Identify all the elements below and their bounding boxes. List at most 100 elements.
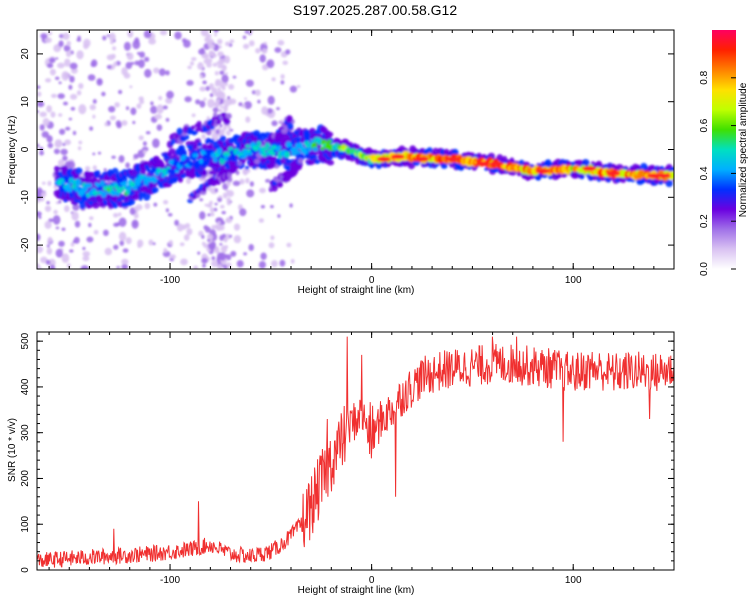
heatmap-cell <box>440 163 448 169</box>
heatmap-cell <box>126 52 134 61</box>
heatmap-cell <box>223 55 231 64</box>
heatmap-cell <box>69 249 74 253</box>
heatmap-cell <box>47 236 53 243</box>
heatmap-cell <box>255 48 261 54</box>
heatmap-cell <box>54 165 61 172</box>
heatmap-cell <box>46 135 53 143</box>
heatmap-cell <box>271 77 276 82</box>
heatmap-cell <box>199 74 204 79</box>
heatmap-cell <box>93 229 99 235</box>
heatmap-cell <box>201 169 208 177</box>
heatmap-cell <box>77 146 82 151</box>
heatmap-cell <box>218 196 222 199</box>
heatmap-cell <box>132 185 138 191</box>
heatmap-cell <box>53 148 60 155</box>
heatmap-cell <box>232 180 241 186</box>
snr-panel: -100 0 100 0 100 200 300 400 500 Height of stra… <box>7 331 675 596</box>
heatmap-cell <box>86 236 94 243</box>
heatmap-cell <box>66 40 71 47</box>
heatmap-cell <box>225 189 229 192</box>
heatmap-cell <box>239 208 247 217</box>
heatmap-cell <box>70 242 75 247</box>
heatmap-cell <box>63 101 68 106</box>
heatmap-cell <box>302 149 309 155</box>
heatmap-cell <box>82 246 86 251</box>
heatmap-cell <box>151 186 159 193</box>
heatmap-cell <box>212 157 218 163</box>
heatmap-cell <box>115 120 122 127</box>
heatmap-cell <box>197 142 203 147</box>
heatmap-cell <box>168 240 173 246</box>
heatmap-cell <box>168 159 175 165</box>
heatmap-cell <box>271 142 276 146</box>
heatmap-cell <box>37 233 41 241</box>
heatmap-cell <box>243 43 250 50</box>
heatmap-cell <box>207 143 215 151</box>
heatmap-peak <box>475 161 490 167</box>
heatmap-cell <box>167 213 173 217</box>
heatmap-cell <box>218 108 223 113</box>
heatmap-cell <box>69 62 78 70</box>
heatmap-cell <box>670 171 674 179</box>
heatmap-cell <box>158 95 163 101</box>
heatmap-cell <box>145 131 151 135</box>
heatmap-cell <box>265 179 270 183</box>
heatmap-cell <box>162 105 168 110</box>
heatmap-cell <box>49 68 56 76</box>
heatmap-cell <box>165 70 170 76</box>
heatmap-cell <box>37 144 40 148</box>
heatmap-cell <box>138 59 145 69</box>
heatmap-cell <box>620 178 626 183</box>
colorbar: 0.0 0.2 0.4 0.6 0.8 Normalized spectral ampl… <box>699 30 749 276</box>
heatmap-cell <box>133 206 138 210</box>
heatmap-cell <box>220 204 225 209</box>
heatmap-cell <box>196 193 201 198</box>
heatmap-cell <box>271 260 278 268</box>
heatmap-cell <box>214 248 220 254</box>
heatmap-cell <box>92 99 97 104</box>
heatmap-cell <box>68 117 73 121</box>
heatmap-cell <box>104 247 113 256</box>
heatmap-cell <box>59 128 66 135</box>
heatmap-cell <box>74 186 80 192</box>
heatmap-cell <box>38 215 42 219</box>
heatmap-cell <box>199 86 206 92</box>
heatmap-cell <box>47 142 54 149</box>
heatmap-cell <box>213 102 220 107</box>
heatmap-peak <box>390 154 405 160</box>
heatmap-cell <box>44 220 52 229</box>
heatmap-cell <box>179 242 185 247</box>
heatmap-cell <box>262 64 269 71</box>
heatmap-cell <box>55 76 60 81</box>
heatmap-cell <box>214 188 218 193</box>
heatmap-cell <box>211 256 216 261</box>
heatmap-peak <box>445 156 460 162</box>
colorbar-tick-label: 0.2 <box>699 214 710 228</box>
heatmap-cell <box>214 92 219 97</box>
heatmap-cell <box>37 263 41 269</box>
heatmap-cell <box>153 202 158 207</box>
heatmap-cell <box>224 82 228 86</box>
heatmap-cell <box>39 150 44 156</box>
heatmap-cell <box>119 240 125 247</box>
heatmap-cell <box>219 243 223 246</box>
heatmap-cell <box>286 122 294 130</box>
heatmap-cell <box>192 153 199 158</box>
heatmap-cell <box>193 265 198 269</box>
heatmap-cell <box>314 159 321 165</box>
heatmap-cell <box>204 203 208 207</box>
heatmap-cell <box>245 177 250 184</box>
heatmap-cell <box>123 41 131 51</box>
heatmap-cell <box>225 130 231 136</box>
heatmap-cell <box>159 30 168 36</box>
heatmap-cell <box>55 57 59 60</box>
heatmap-cell <box>226 254 232 261</box>
heatmap-cell <box>163 248 168 253</box>
heatmap-cell <box>222 192 228 199</box>
heatmap-cell <box>212 62 218 67</box>
heatmap-cell <box>46 244 50 248</box>
heatmap-cell <box>68 84 73 90</box>
heatmap-x-tick-label: -100 <box>160 275 180 286</box>
heatmap-cell <box>125 162 130 169</box>
heatmap-peak <box>646 173 661 179</box>
